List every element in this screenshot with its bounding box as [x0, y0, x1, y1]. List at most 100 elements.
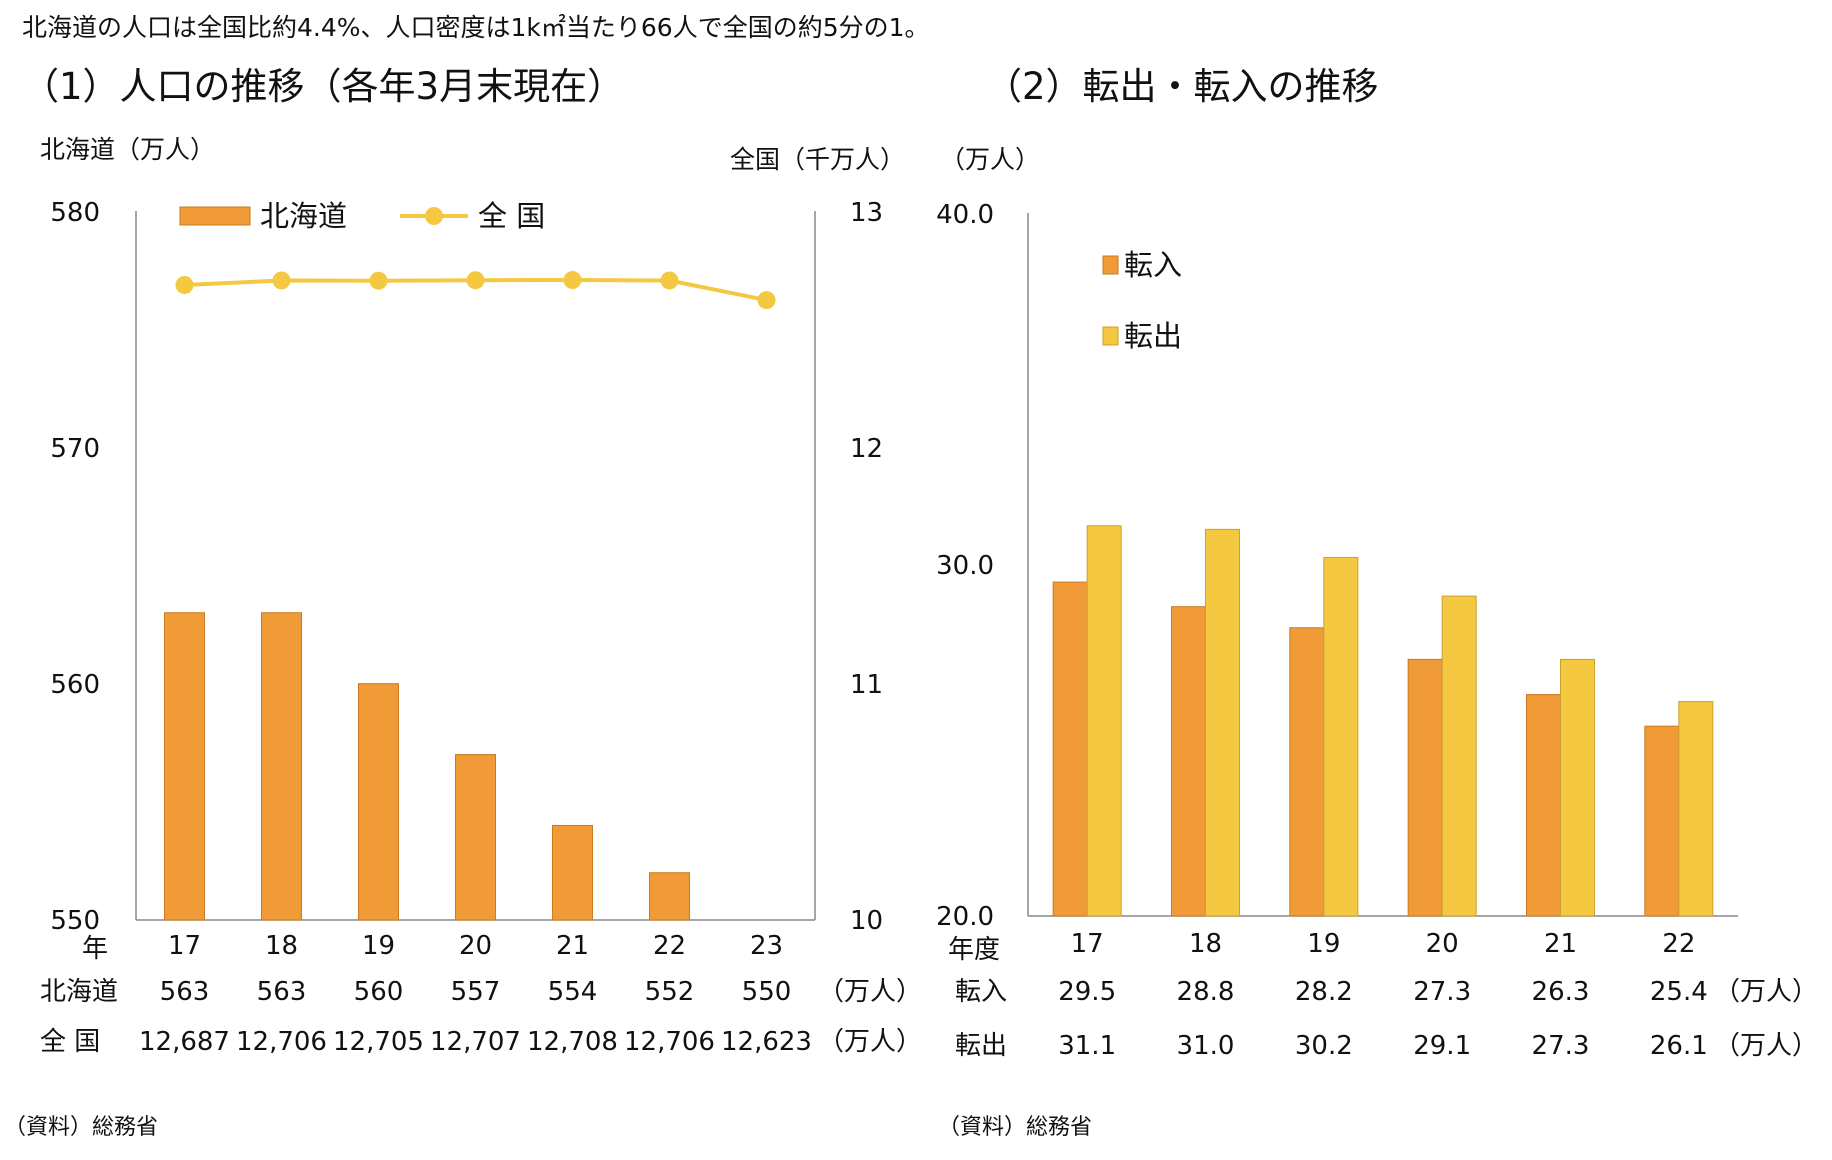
- national-point: [272, 271, 291, 290]
- tenshutsu-bar: [1323, 556, 1359, 917]
- hokkaido-bar: [164, 612, 205, 921]
- chart2-table-cell: 27.3: [1532, 1031, 1590, 1061]
- chart2-source: （資料）総務省: [938, 1115, 1092, 1140]
- chart1-right-tick: 10: [850, 906, 883, 936]
- chart1-table-cell: 12,708: [527, 1027, 618, 1057]
- tennyu-bar: [1407, 658, 1443, 917]
- chart2-legend-tennyu-swatch: [1102, 255, 1119, 275]
- chart2-legend-tennyu: 転入: [1124, 248, 1182, 282]
- chart1-source: （資料）総務省: [4, 1115, 158, 1140]
- chart1-x-axis-label: 年: [82, 934, 108, 964]
- hokkaido-bar: [358, 683, 399, 921]
- chart1-table-cell: 12,706: [236, 1027, 327, 1057]
- hokkaido-bar: [649, 872, 690, 921]
- chart1-table-unit: （万人）: [818, 977, 922, 1007]
- chart2-y-tick: 30.0: [936, 551, 994, 581]
- chart1-x-tick: 21: [556, 931, 589, 961]
- header-text: 北海道の人口は全国比約4.4%、人口密度は1k㎡当たり66人で全国の約5分の1。: [22, 13, 930, 42]
- chart1-legend: 北海道 全 国: [179, 199, 545, 233]
- chart2-x-tick: 18: [1189, 929, 1222, 959]
- chart2-x-tick: 21: [1544, 929, 1577, 959]
- chart1-title: （1）人口の推移（各年3月末現在）: [22, 65, 624, 108]
- chart1-line: [175, 271, 776, 310]
- chart2-table-unit: （万人）: [1714, 977, 1818, 1007]
- chart1-left-tick: 560: [50, 670, 100, 700]
- tenshutsu-bar: [1205, 528, 1240, 917]
- chart1-left-axis-label: 北海道（万人）: [40, 135, 215, 164]
- chart2-y-ticks: 40.0 30.0 20.0: [936, 200, 994, 932]
- chart2-table-cell: 29.5: [1058, 977, 1116, 1007]
- chart1-table-cell: 552: [645, 977, 695, 1007]
- chart1-table-cell: 563: [160, 977, 210, 1007]
- chart1-table-row-label: 北海道: [40, 977, 118, 1007]
- chart2-legend-tenshutsu-swatch: [1102, 326, 1119, 346]
- chart2-table-cell: 31.1: [1058, 1031, 1116, 1061]
- national-point: [175, 275, 194, 294]
- chart1-legend-bar-swatch: [179, 206, 251, 226]
- chart1-x-tick: 23: [750, 931, 783, 961]
- chart1-legend-national: 全 国: [478, 199, 545, 233]
- chart2-y-tick: 20.0: [936, 902, 994, 932]
- national-point: [466, 271, 485, 290]
- chart1-right-tick: 13: [850, 198, 883, 228]
- chart2-table-cell: 26.1: [1650, 1031, 1708, 1061]
- chart1-left-tick: 550: [50, 906, 100, 936]
- hokkaido-bar: [455, 754, 496, 921]
- tenshutsu-bar: [1678, 701, 1714, 917]
- chart1-right-tick: 12: [850, 434, 883, 464]
- chart2-x-tick: 17: [1071, 929, 1104, 959]
- chart1-x-tick: 20: [459, 931, 492, 961]
- chart1-x-tick: 18: [265, 931, 298, 961]
- chart1-table-cell: 12,687: [139, 1027, 230, 1057]
- chart1-x-labels: 17 18 19 20 21 22 23: [168, 931, 783, 961]
- tennyu-bar: [1644, 725, 1680, 917]
- chart1-table-unit: （万人）: [818, 1027, 922, 1057]
- chart1-data-table: 北海道 563 563 560 557 554 552 550 （万人）全 国 12,687 12,…: [40, 977, 922, 1057]
- chart2-x-tick: 19: [1307, 929, 1340, 959]
- chart2-x-axis-label: 年度: [948, 935, 1000, 965]
- tennyu-bar: [1526, 694, 1561, 917]
- chart2-table-cell: 29.1: [1413, 1031, 1471, 1061]
- chart1-table-cell: 560: [354, 977, 404, 1007]
- chart1-table-cell: 12,705: [333, 1027, 424, 1057]
- tennyu-bar: [1289, 627, 1325, 917]
- chart1-table-cell: 12,706: [624, 1027, 715, 1057]
- hokkaido-bar: [261, 612, 302, 921]
- chart2-axis-label: （万人）: [940, 145, 1040, 174]
- chart1-left-tick: 570: [50, 434, 100, 464]
- chart2-x-labels: 17 18 19 20 21 22: [1071, 929, 1696, 959]
- chart2-data-table: 転入 29.5 28.8 28.2 27.3 26.3 25.4 （万人） 転出 31.1 31.0…: [955, 977, 1818, 1061]
- national-point: [563, 271, 582, 290]
- chart1-table-cell: 554: [548, 977, 598, 1007]
- tennyu-bar: [1171, 606, 1206, 917]
- chart1-x-tick: 17: [168, 931, 201, 961]
- chart2-legend: 転入 転出: [1102, 248, 1182, 353]
- chart1-left-tick: 580: [50, 198, 100, 228]
- chart2-title: （2）転出・転入の推移: [985, 65, 1379, 108]
- tenshutsu-bar: [1560, 658, 1595, 917]
- chart1-table-cell: 12,623: [721, 1027, 812, 1057]
- national-point: [660, 271, 679, 290]
- chart2-table-cell: 28.8: [1177, 977, 1235, 1007]
- chart1-right-axis-label: 全国（千万人）: [730, 145, 905, 174]
- chart2-table-cell: 30.2: [1295, 1031, 1353, 1061]
- tenshutsu-bar: [1086, 525, 1122, 917]
- chart1-x-tick: 22: [653, 931, 686, 961]
- chart2-table-cell: 25.4: [1650, 977, 1708, 1007]
- tenshutsu-bar: [1441, 595, 1477, 917]
- chart1-legend-marker: [425, 207, 443, 225]
- chart2-table-cell: 28.2: [1295, 977, 1353, 1007]
- chart1-bars: [164, 612, 690, 921]
- chart2-x-tick: 22: [1662, 929, 1695, 959]
- chart2-legend-tenshutsu: 転出: [1124, 319, 1182, 353]
- chart1-table-cell: 557: [451, 977, 501, 1007]
- chart2-table-row-label: 転出: [955, 1031, 1007, 1061]
- chart2-x-tick: 20: [1426, 929, 1459, 959]
- chart2-y-tick: 40.0: [936, 200, 994, 230]
- chart1-right-tick: 11: [850, 670, 883, 700]
- national-point: [757, 291, 776, 310]
- chart1-table-cell: 563: [257, 977, 307, 1007]
- chart2-table-cell: 31.0: [1177, 1031, 1235, 1061]
- national-point: [369, 271, 388, 290]
